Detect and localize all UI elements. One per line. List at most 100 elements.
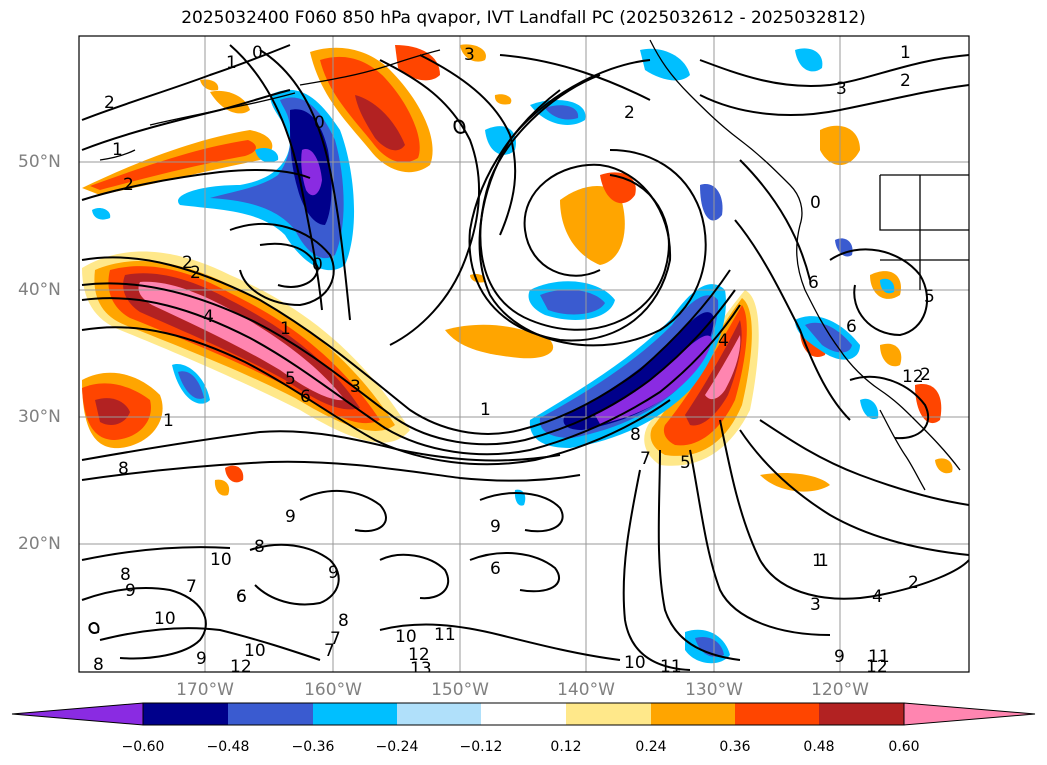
contour-label: 9: [834, 647, 845, 667]
colorbar-box: [481, 703, 566, 725]
colorbar-tick: 0.36: [719, 739, 751, 755]
colorbar-tick: −0.60: [121, 739, 165, 755]
contour-label: 1: [480, 400, 491, 420]
contour-label: 2: [908, 573, 919, 593]
contour-label: 1: [226, 53, 237, 73]
contour-label: 0: [810, 193, 821, 213]
lon-label-170w: 170°W: [176, 680, 234, 700]
lon-label-150w: 150°W: [431, 680, 489, 700]
colorbar-low-extension: [11, 702, 144, 726]
colorbar-box: [397, 703, 481, 725]
positive-anomaly-shading: [82, 44, 953, 496]
contour-label: 12: [230, 657, 252, 677]
contour-label: 12: [408, 645, 430, 665]
contour-label: 2: [182, 253, 193, 273]
colorbar-box: [819, 703, 904, 725]
contour-label: 1: [812, 551, 823, 571]
contour-label: 0: [312, 255, 323, 275]
contour-label: 4: [718, 331, 729, 351]
lon-label-160w: 160°W: [304, 680, 362, 700]
lat-label-50n: 50°N: [18, 152, 61, 172]
contour-label: 7: [640, 449, 651, 469]
colorbar-tick: −0.12: [459, 739, 503, 755]
colorbar-tick: 0.48: [803, 739, 835, 755]
lat-label-20n: 20°N: [18, 534, 61, 554]
contour-labels: 0 1 2 2 1 1 2 3 2 1 2 3 0 0 2 4 1 5 6 3 …: [93, 43, 935, 679]
colorbar-high-extension: [903, 702, 1036, 726]
contour-label: 4: [203, 307, 214, 327]
contour-label: 6: [300, 387, 311, 407]
contour-label: 8: [254, 537, 265, 557]
contour-label: 1: [280, 319, 291, 339]
contour-label: 10: [244, 641, 266, 661]
contour-label: 2: [123, 175, 134, 195]
contour-label: 13: [410, 659, 432, 679]
contour-label: 2: [920, 365, 931, 385]
contour-label: 5: [924, 287, 935, 307]
contour-label: 9: [328, 563, 339, 583]
contour-label: 5: [285, 369, 296, 389]
lat-label-40n: 40°N: [18, 280, 61, 300]
contour-label: 1: [112, 140, 123, 160]
colorbar-tick: 0.12: [550, 739, 582, 755]
contour-label: 10: [624, 653, 646, 673]
colorbar-tick: 0.60: [888, 739, 920, 755]
contour-label: 10: [210, 550, 232, 570]
contour-label: 1: [818, 551, 829, 571]
contour-label: 8: [118, 459, 129, 479]
colorbar: [11, 702, 1036, 726]
contour-label: 8: [93, 655, 104, 675]
contour-label: 10: [154, 609, 176, 629]
map-title: 2025032400 F060 850 hPa qvapor, IVT Land…: [181, 8, 866, 28]
colorbar-tick: 0.24: [635, 739, 667, 755]
contour-label: 0: [252, 43, 263, 63]
contour-label: 6: [808, 273, 819, 293]
contour-label: 1: [163, 411, 174, 431]
contour-label: 8: [630, 425, 641, 445]
ivt-contours: [81, 44, 969, 671]
contour-label: 7: [186, 577, 197, 597]
contour-label: 9: [285, 507, 296, 527]
lat-label-30n: 30°N: [18, 407, 61, 427]
gridlines: [79, 36, 969, 672]
colorbar-box: [566, 703, 651, 725]
contour-label: 6: [236, 587, 247, 607]
colorbar-box: [228, 703, 313, 725]
contour-label: 9: [196, 649, 207, 669]
contour-label: 12: [902, 367, 924, 387]
contour-label: 6: [490, 559, 501, 579]
contour-label: 0: [314, 113, 325, 133]
contour-label: 8: [338, 611, 349, 631]
contour-label: 6: [236, 587, 247, 607]
contour-label: 2: [900, 71, 911, 91]
plot-frame: [78, 35, 970, 673]
contour-label: 9: [125, 581, 136, 601]
colorbar-tick: −0.36: [291, 739, 335, 755]
contour-label: 5: [680, 453, 691, 473]
lon-label-140w: 140°W: [557, 680, 615, 700]
contour-label: 8: [120, 565, 131, 585]
colorbar-tick: −0.48: [206, 739, 250, 755]
contour-label: 1: [900, 43, 911, 63]
contour-label: 3: [810, 595, 821, 615]
contour-label: 2: [190, 263, 201, 283]
contour-label: 3: [350, 377, 361, 397]
lon-label-120w: 120°W: [811, 680, 869, 700]
lon-label-130w: 130°W: [685, 680, 743, 700]
contour-label: 11: [660, 657, 682, 677]
colorbar-tick: −0.24: [375, 739, 419, 755]
contour-label: 11: [868, 647, 890, 667]
contour-label: 3: [464, 45, 475, 65]
contour-label: 12: [866, 657, 888, 677]
contour-label: 3: [836, 79, 847, 99]
contour-label: 6: [846, 317, 857, 337]
contour-label: 7: [330, 629, 341, 649]
colorbar-box: [651, 703, 735, 725]
contour-label: 2: [624, 103, 635, 123]
contour-label: 10: [395, 627, 417, 647]
contour-label: 11: [434, 625, 456, 645]
contour-label: 7: [324, 641, 335, 661]
colorbar-box: [143, 703, 228, 725]
contour-label: 4: [872, 587, 883, 607]
